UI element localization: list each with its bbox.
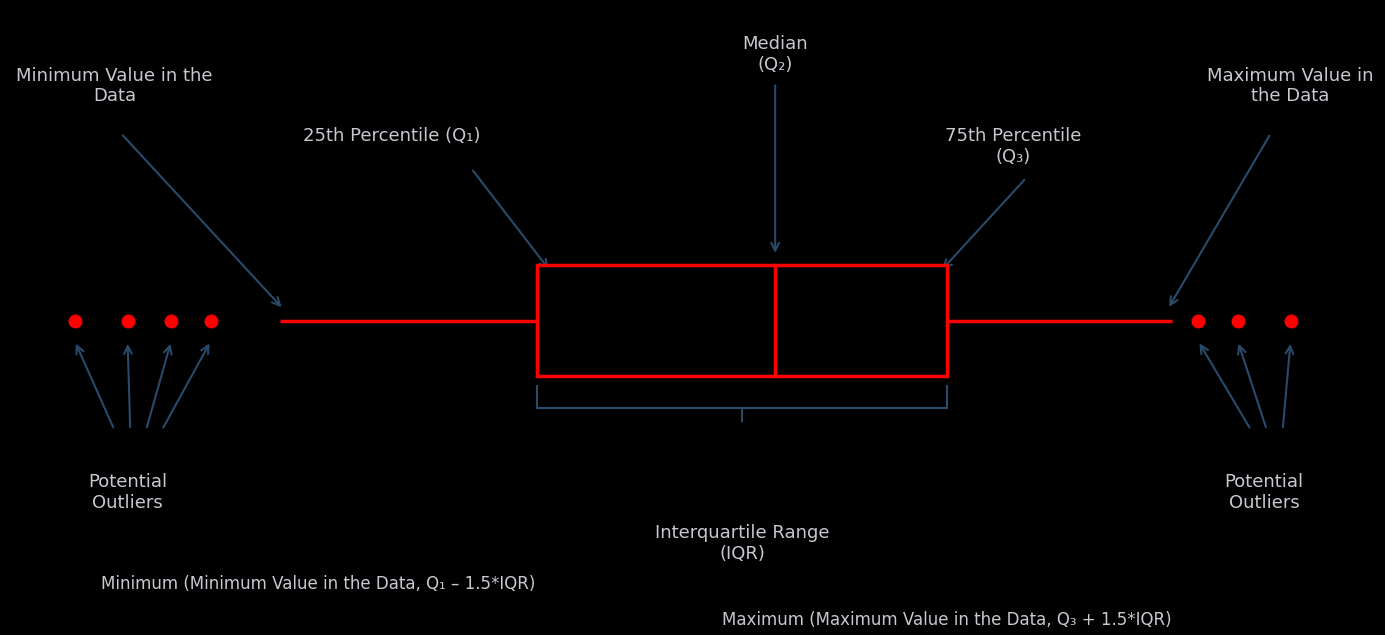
Text: Maximum (Maximum Value in the Data, Q₃ + 1.5*IQR): Maximum (Maximum Value in the Data, Q₃ +…: [723, 611, 1172, 629]
Text: Minimum (Minimum Value in the Data, Q₁ – 1.5*IQR): Minimum (Minimum Value in the Data, Q₁ –…: [101, 575, 536, 592]
Text: 75th Percentile
(Q₃): 75th Percentile (Q₃): [945, 127, 1082, 166]
Bar: [537, 265, 947, 376]
Text: Minimum Value in the
Data: Minimum Value in the Data: [17, 67, 213, 105]
Text: Interquartile Range
(IQR): Interquartile Range (IQR): [655, 524, 830, 563]
Text: Maximum Value in
the Data: Maximum Value in the Data: [1208, 67, 1374, 105]
Text: Potential
Outliers: Potential Outliers: [1224, 473, 1303, 512]
Text: Potential
Outliers: Potential Outliers: [89, 473, 168, 512]
Text: 25th Percentile (Q₁): 25th Percentile (Q₁): [303, 127, 481, 145]
Text: Median
(Q₂): Median (Q₂): [742, 35, 807, 74]
